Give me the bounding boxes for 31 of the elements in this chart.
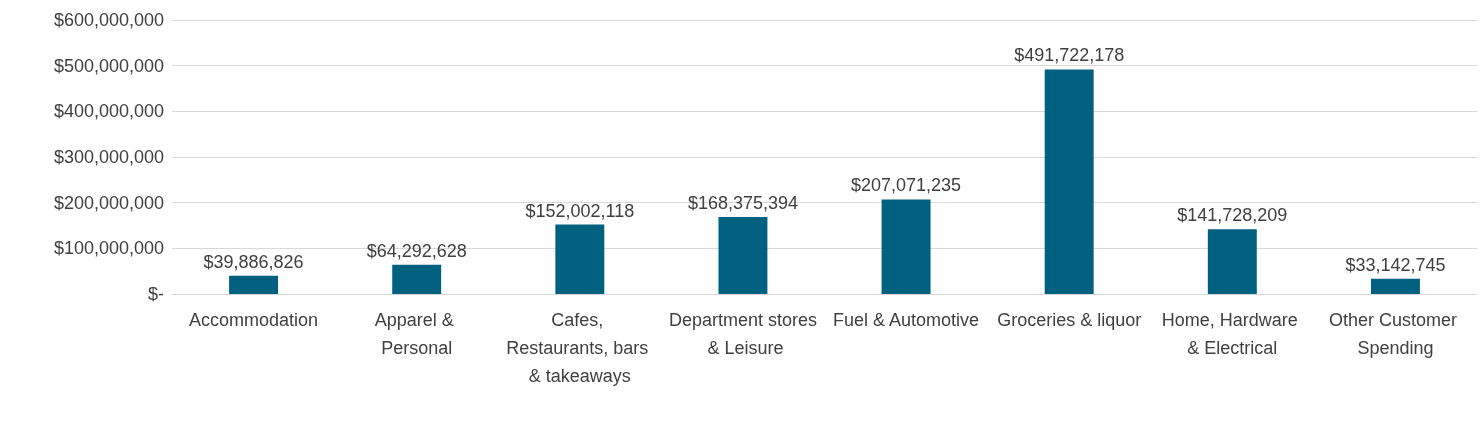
y-tick-label: $-	[147, 284, 164, 304]
bar	[229, 275, 279, 294]
x-tick-label: Cafes, Restaurants, bars & takeaways	[506, 310, 654, 386]
bar	[555, 224, 605, 294]
y-tick-label: $400,000,000	[53, 101, 164, 122]
data-label: $207,071,235	[851, 175, 962, 196]
data-label: $168,375,394	[687, 193, 798, 214]
bar	[1044, 69, 1094, 294]
x-tick-label: Home, Hardware & Electrical	[1161, 310, 1303, 358]
y-tick-label: $600,000,000	[53, 10, 164, 30]
x-tick-label: Department stores & Leisure	[668, 310, 817, 358]
y-tick-label: $300,000,000	[53, 147, 164, 167]
data-label: $141,728,209	[1177, 205, 1288, 226]
bar	[718, 217, 768, 294]
bar	[1370, 278, 1420, 294]
data-label: $491,722,178	[1014, 45, 1125, 66]
data-label: $39,886,826	[203, 251, 304, 272]
y-tick-label: $100,000,000	[53, 238, 164, 259]
data-label: $33,142,745	[1345, 254, 1446, 275]
x-tick-label: Apparel & Personal	[374, 310, 459, 358]
y-tick-label: $200,000,000	[53, 192, 164, 213]
data-label: $64,292,628	[366, 240, 467, 261]
data-label: $152,002,118	[525, 200, 635, 221]
bar	[1207, 229, 1257, 294]
x-tick-label: Fuel & Automotive	[833, 310, 980, 330]
bar	[881, 199, 931, 294]
x-tick-label: Accommodation	[189, 310, 319, 330]
y-tick-label: $500,000,000	[53, 55, 164, 76]
bar	[392, 264, 442, 294]
x-tick-label: Other Customer Spending	[1328, 310, 1462, 358]
x-tick-label: Groceries & liquor	[997, 310, 1142, 330]
